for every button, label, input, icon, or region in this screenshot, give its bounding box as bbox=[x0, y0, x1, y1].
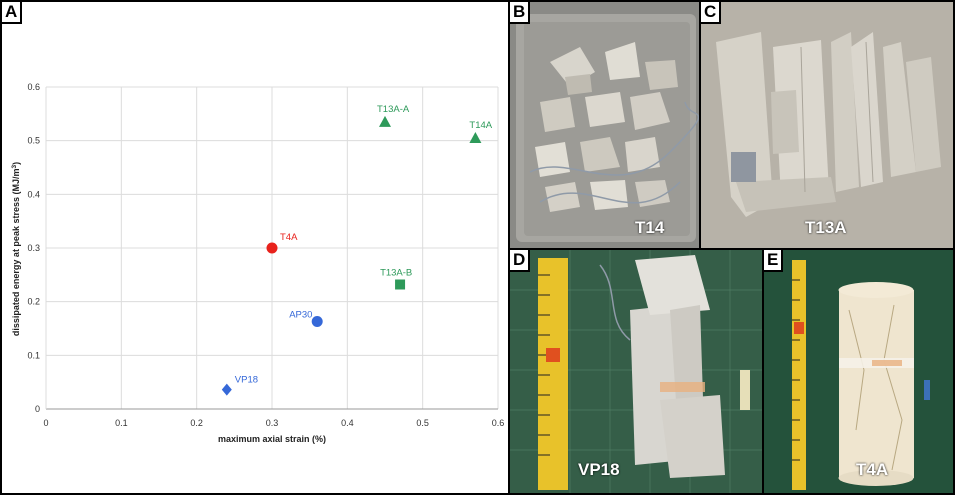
panel-letter-b: B bbox=[510, 2, 531, 24]
data-point-t14a bbox=[469, 131, 482, 143]
panel-e: E T4A bbox=[762, 248, 955, 495]
panel-letter-d: D bbox=[510, 250, 531, 272]
data-point-ap30 bbox=[311, 316, 323, 328]
photo-label-e: T4A bbox=[856, 460, 889, 479]
scatter-chart: 0 0.1 0.2 0.3 0.4 0.5 0.6 00.10.20.30.40.50.6 … bbox=[11, 82, 504, 444]
panel-letter-e: E bbox=[764, 250, 784, 272]
panel-b: B T14 bbox=[508, 0, 701, 250]
y-tick-labels: 0 0.1 0.2 0.3 0.4 0.5 0.6 bbox=[27, 82, 40, 414]
x-tick-label: 0.3 bbox=[266, 418, 279, 428]
data-point-labels: T13A-A T14A T4A T13A-B AP30 VP18 bbox=[235, 104, 493, 386]
y-tick-label: 0 bbox=[35, 404, 40, 414]
photo-label-c: T13A bbox=[805, 218, 847, 237]
t4a-photo bbox=[764, 250, 953, 493]
panel-a: A 0 0.1 0.2 0.3 0.4 0.5 0.6 0 0.1 0.2 0.3 0.4 0.5 0.… bbox=[0, 0, 510, 495]
panel-c: C T13A bbox=[699, 0, 955, 250]
data-label-t4a: T4A bbox=[280, 232, 298, 243]
slabs-photo bbox=[701, 2, 953, 248]
photo-label-b: T14 bbox=[635, 218, 665, 237]
chart-axes bbox=[45, 87, 498, 410]
x-tick-label: 0.4 bbox=[341, 418, 354, 428]
y-axis-label-main: dissipated energy at peak stress (MJ/m bbox=[11, 169, 21, 337]
x-tick-label: 0.5 bbox=[416, 418, 429, 428]
data-label-t13a-a: T13A-A bbox=[377, 104, 410, 115]
y-tick-label: 0.2 bbox=[27, 297, 40, 307]
x-tick-label: 0.2 bbox=[190, 418, 203, 428]
data-label-ap30: AP30 bbox=[289, 310, 312, 321]
photo-label-d: VP18 bbox=[578, 460, 620, 479]
y-tick-label: 0.5 bbox=[27, 136, 40, 146]
data-point-t4a bbox=[266, 242, 278, 254]
data-point-t13a-b bbox=[395, 279, 406, 290]
vp18-photo bbox=[510, 250, 762, 493]
y-tick-label: 0.3 bbox=[27, 243, 40, 253]
x-tick-label: 0.1 bbox=[115, 418, 128, 428]
x-tick-label: 0 bbox=[43, 418, 48, 428]
y-tick-label: 0.6 bbox=[27, 82, 40, 92]
data-points bbox=[221, 115, 482, 396]
x-tick-label: 0.6 bbox=[492, 418, 505, 428]
data-label-t13a-b: T13A-B bbox=[380, 267, 412, 278]
y-tick-label: 0.1 bbox=[27, 350, 40, 360]
data-point-t13a-a bbox=[379, 115, 391, 127]
data-label-t14a: T14A bbox=[469, 120, 492, 131]
y-axis-label-end: ) bbox=[11, 162, 21, 165]
data-point-vp18 bbox=[221, 383, 232, 396]
panel-letter-a: A bbox=[2, 2, 23, 24]
y-tick-label: 0.4 bbox=[27, 189, 40, 199]
x-tick-labels: 0 0.1 0.2 0.3 0.4 0.5 0.6 bbox=[43, 418, 504, 428]
panel-d: D VP18 bbox=[508, 248, 764, 495]
y-axis-label: dissipated energy at peak stress (MJ/m3) bbox=[11, 162, 21, 336]
fragments-photo bbox=[510, 2, 699, 248]
data-label-vp18: VP18 bbox=[235, 375, 258, 386]
x-axis-label: maximum axial strain (%) bbox=[218, 434, 326, 444]
panel-letter-c: C bbox=[701, 2, 722, 24]
y-axis-label-sup: 3 bbox=[11, 165, 18, 169]
